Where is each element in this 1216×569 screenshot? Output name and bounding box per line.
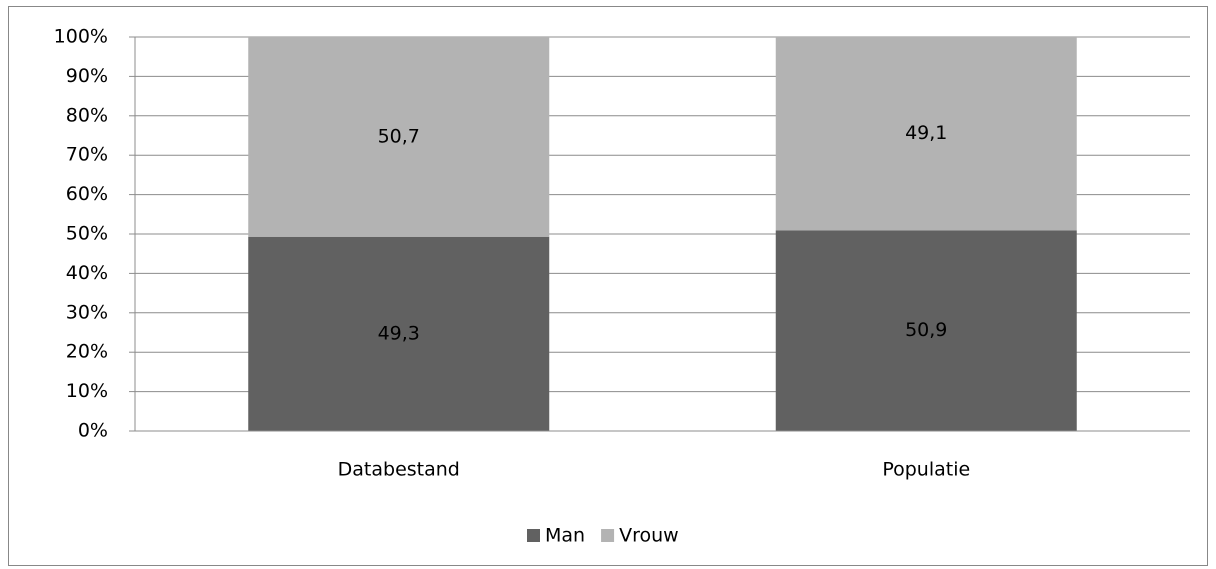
bar-segment xyxy=(775,230,1077,431)
legend-swatch xyxy=(527,529,540,542)
y-tick-label: 10% xyxy=(66,380,108,402)
y-tick-label: 90% xyxy=(66,65,108,87)
bar-segment xyxy=(248,236,550,431)
legend-swatch xyxy=(601,529,615,542)
y-tick-label: 100% xyxy=(54,26,108,48)
legend-label: Man xyxy=(545,525,585,547)
bar-segment xyxy=(248,37,550,237)
data-label: 50,9 xyxy=(905,319,947,341)
x-tick-label: Databestand xyxy=(338,459,460,481)
y-tick-label: 30% xyxy=(66,301,108,323)
legend-label: Vrouw xyxy=(619,525,679,547)
y-tick-label: 50% xyxy=(66,223,108,245)
y-tick-label: 40% xyxy=(66,262,108,284)
y-tick-label: 80% xyxy=(66,104,108,126)
y-tick-label: 70% xyxy=(66,144,108,166)
data-label: 49,3 xyxy=(378,322,420,344)
y-tick-label: 60% xyxy=(66,183,108,205)
data-label: 50,7 xyxy=(378,125,420,147)
bar-segment xyxy=(775,37,1077,231)
data-label: 49,1 xyxy=(905,122,947,144)
y-tick-label: 0% xyxy=(78,420,108,442)
y-tick-label: 20% xyxy=(66,341,108,363)
x-tick-label: Populatie xyxy=(882,459,970,481)
